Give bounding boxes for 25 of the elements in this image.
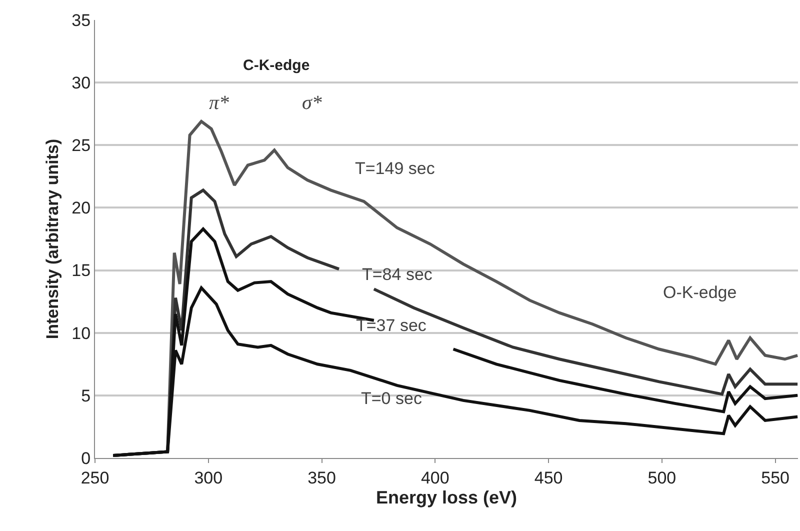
y-tick-label: 15 bbox=[72, 261, 91, 280]
y-tick-label: 20 bbox=[72, 198, 91, 218]
x-tick-label: 550 bbox=[761, 468, 790, 488]
y-axis-title: Intensity (arbitrary units) bbox=[43, 138, 62, 340]
annotation: C-K-edge bbox=[243, 57, 310, 74]
y-tick-label: 35 bbox=[72, 10, 91, 30]
x-tick-label: 300 bbox=[194, 468, 223, 488]
x-axis-title: Energy loss (eV) bbox=[376, 487, 518, 508]
x-tick-label: 350 bbox=[308, 468, 336, 488]
annotation: T=37 sec bbox=[356, 316, 427, 335]
annotation: T=84 sec bbox=[362, 265, 433, 284]
y-tick-label: 30 bbox=[72, 74, 91, 93]
x-tick-label: 500 bbox=[648, 468, 676, 488]
annotation: T=0 sec bbox=[361, 389, 422, 408]
annotation: T=149 sec bbox=[355, 159, 436, 178]
annotation: O-K-edge bbox=[663, 283, 737, 302]
y-tick-label: 25 bbox=[72, 136, 91, 156]
annotation: π* bbox=[209, 92, 230, 114]
y-tick-label: 10 bbox=[72, 324, 91, 343]
y-tick-label: 0 bbox=[81, 448, 91, 468]
y-tick-label: 5 bbox=[81, 386, 91, 406]
x-tick-label: 400 bbox=[420, 468, 450, 488]
annotation: σ* bbox=[302, 92, 322, 114]
x-tick-label: 450 bbox=[534, 468, 563, 488]
x-tick-label: 250 bbox=[80, 468, 110, 488]
